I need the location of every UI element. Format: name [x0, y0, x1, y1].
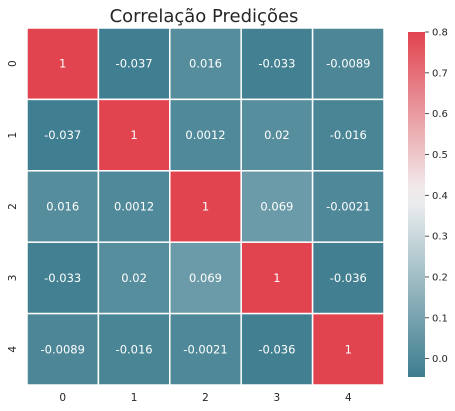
cell-value-label: -0.033: [258, 57, 295, 71]
cell-value-label: 0.016: [46, 200, 79, 214]
y-tick-label: 1: [7, 132, 19, 139]
x-tick-label: 2: [202, 392, 209, 404]
y-tick-label: 3: [7, 275, 19, 282]
colorbar-tick-label: 0.5: [432, 150, 448, 161]
colorbar-tick-label: 0.6: [432, 109, 448, 120]
cell-value-label: 0.0012: [185, 128, 225, 142]
x-tick-label: 1: [131, 392, 138, 404]
colorbar-tick-label: 0.2: [432, 272, 448, 283]
colorbar-tick-label: 0.8: [432, 28, 448, 39]
cell-value-label: -0.0089: [326, 57, 370, 71]
x-tick-label: 4: [345, 392, 352, 404]
cell-value-label: -0.033: [44, 271, 81, 285]
cell-value-label: 0.02: [121, 271, 147, 285]
cell-value-label: 1: [59, 57, 66, 71]
cell-value-label: 1: [202, 200, 209, 214]
colorbar: 0.8 0.7 0.6 0.5 0.4 0.3 0.2 0.1 0.0: [408, 28, 448, 378]
cell-value-label: 1: [130, 128, 137, 142]
cell-value-label: -0.0089: [41, 342, 85, 356]
chart-title: Correlação Predições: [110, 6, 299, 27]
x-tick-label: 0: [59, 392, 66, 404]
cell-value-label: 0.0012: [114, 200, 154, 214]
cell-value-label: 0.02: [264, 128, 290, 142]
cell-value-label: 1: [345, 342, 352, 356]
y-axis-ticks: 0 1 2 3 4: [7, 60, 19, 352]
y-tick-label: 2: [7, 203, 19, 210]
cell-value-label: -0.036: [258, 342, 295, 356]
cell-value-label: -0.037: [44, 128, 81, 142]
heatmap-grid: 1 -0.037 0.016 -0.033 -0.0089 -0.037 1 0.0012 0.…: [27, 28, 384, 385]
colorbar-tick-label: 0.3: [432, 232, 448, 243]
x-tick-label: 3: [274, 392, 281, 404]
cell-value-label: -0.016: [330, 128, 367, 142]
cell-value-label: -0.036: [330, 271, 367, 285]
cell-value-label: 0.069: [189, 271, 222, 285]
x-axis-ticks: 0 1 2 3 4: [59, 392, 352, 404]
colorbar-tick-label: 0.4: [432, 191, 448, 202]
cell-value-label: -0.0021: [326, 200, 370, 214]
cell-value-label: -0.016: [116, 342, 153, 356]
y-tick-label: 4: [7, 346, 19, 353]
colorbar-tick-label: 0.7: [432, 68, 448, 79]
cell-value-label: 0.016: [189, 57, 222, 71]
cell-value-label: 1: [273, 271, 280, 285]
cell-value-label: 0.069: [260, 200, 293, 214]
colorbar-tick-label: 0.1: [432, 313, 448, 324]
cell-value-label: -0.0021: [183, 342, 227, 356]
cell-value-label: -0.037: [116, 57, 153, 71]
y-tick-label: 0: [7, 60, 19, 67]
colorbar-tick-label: 0.0: [432, 354, 448, 365]
colorbar-gradient: [408, 32, 425, 377]
